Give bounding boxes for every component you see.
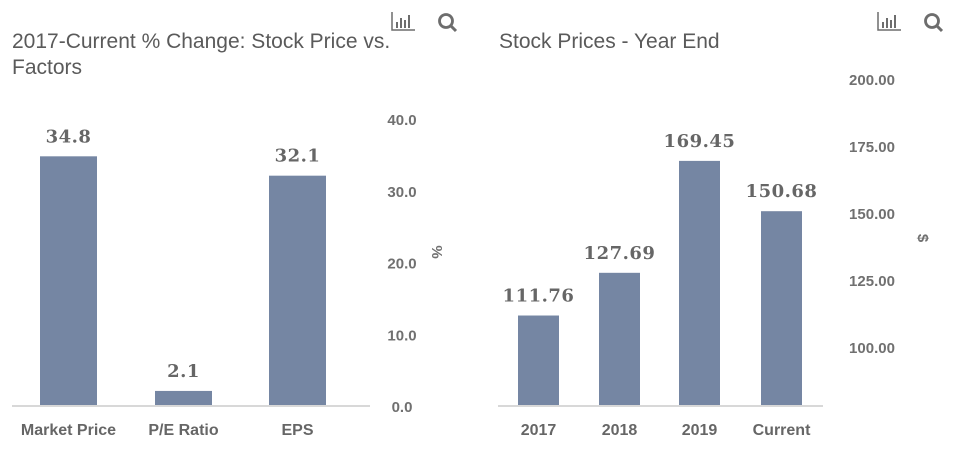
x-tick-label: 2019 [682, 422, 718, 439]
x-tick-label: EPS [281, 422, 313, 439]
x-tick-label: 2017 [521, 422, 557, 439]
y-tick-label: 0.0 [392, 399, 413, 416]
y-tick-label: 100.00 [849, 340, 895, 357]
bar-chart-icon[interactable] [877, 12, 901, 31]
bar-2017[interactable] [518, 315, 559, 406]
data-label: 34.8 [46, 126, 92, 147]
y-tick-label: 150.00 [849, 206, 895, 223]
chart-title-line2: Factors [12, 56, 82, 79]
y-tick-label: 200.00 [849, 72, 895, 89]
y-tick-label: 175.00 [849, 139, 895, 156]
chart-percent-change: 2017-Current % Change: Stock Price vs. F… [12, 12, 458, 439]
chart-title: Stock Prices - Year End [499, 30, 720, 53]
data-label: 2.1 [167, 361, 200, 382]
data-label: 150.68 [746, 181, 818, 202]
x-tick-label: Market Price [21, 422, 116, 439]
bar-2019[interactable] [679, 160, 720, 406]
bar-current[interactable] [761, 211, 802, 406]
x-tick-label: 2018 [602, 422, 638, 439]
chart-year-end-prices: Stock Prices - Year End 111.76 2017 127.69… [498, 12, 944, 439]
y-axis-label: % [428, 245, 445, 258]
bar-2018[interactable] [599, 272, 640, 406]
y-tick-label: 125.00 [849, 273, 895, 290]
bar-p-e-ratio[interactable] [155, 390, 212, 406]
y-tick-label: 10.0 [387, 327, 416, 344]
data-label: 127.69 [584, 243, 656, 264]
y-tick-label: 40.0 [387, 112, 416, 129]
data-label: 111.76 [503, 286, 575, 307]
bar-chart-icon[interactable] [391, 12, 415, 31]
x-tick-label: P/E Ratio [148, 422, 218, 439]
bar-eps[interactable] [269, 175, 326, 406]
data-label: 169.45 [664, 131, 736, 152]
chart-title-line1: 2017-Current % Change: Stock Price vs. [12, 30, 390, 53]
bar-market-price[interactable] [40, 156, 97, 406]
data-label: 32.1 [275, 146, 321, 167]
x-tick-label: Current [753, 422, 811, 439]
search-icon[interactable] [438, 13, 458, 33]
y-tick-label: 20.0 [387, 256, 416, 273]
y-axis-label: $ [914, 234, 931, 243]
y-tick-label: 30.0 [387, 184, 416, 201]
search-icon[interactable] [924, 13, 944, 33]
